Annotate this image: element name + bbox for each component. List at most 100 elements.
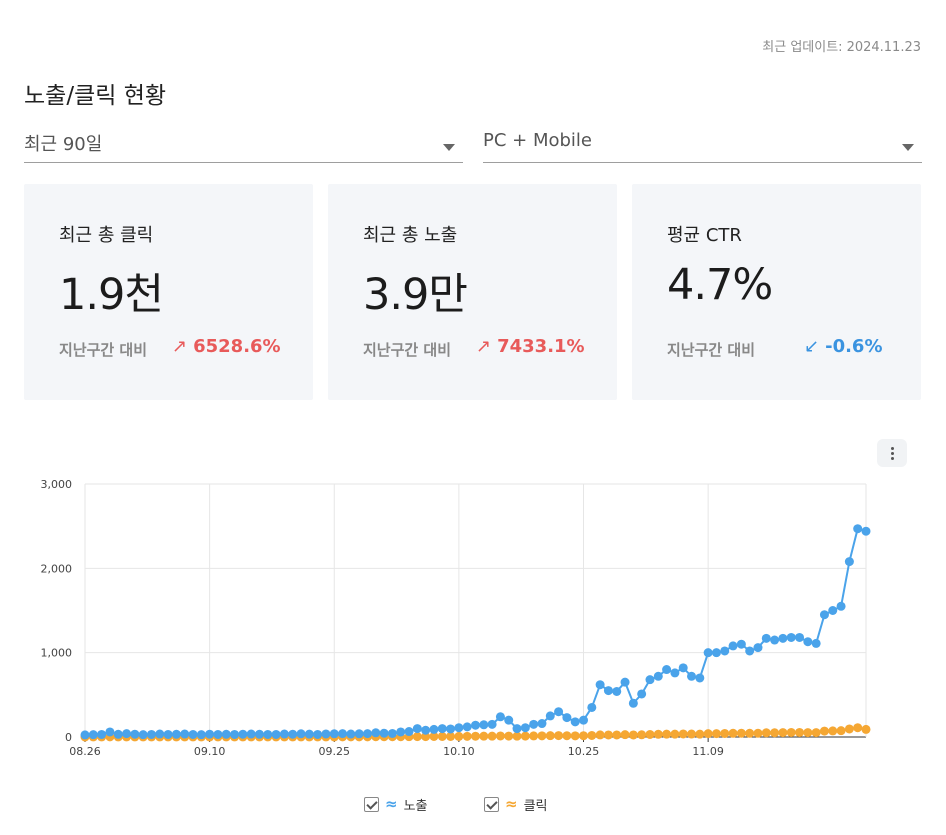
x-tick-label: 10.10 [443,745,475,758]
data-point [146,729,156,739]
data-point [570,717,580,727]
data-point [495,712,505,722]
data-point [720,646,730,656]
data-point [637,730,647,740]
data-point [761,633,771,643]
data-point [579,731,589,741]
data-point [230,729,240,739]
data-point [803,637,813,647]
data-point [520,723,530,733]
last-updated: 최근 업데이트: 2024.11.23 [762,36,921,55]
data-point [479,720,489,730]
data-point [421,725,431,735]
data-point [728,641,738,651]
data-point [778,728,788,738]
data-point [637,689,647,699]
device-select[interactable]: PC + Mobile [483,127,922,163]
data-point [271,729,281,739]
data-point [844,557,854,567]
data-point [529,731,539,741]
data-point [421,732,431,742]
data-point [803,728,813,738]
data-point [612,686,622,696]
data-point [587,730,597,740]
y-tick-label: 3,000 [41,478,73,491]
data-point [446,724,456,734]
data-point [80,730,90,740]
stat-card-value: 1.9천 [59,270,164,320]
data-point [745,728,755,738]
data-point [238,729,248,739]
data-point [196,730,206,740]
data-point [105,727,115,737]
data-point [695,673,705,683]
data-point [653,729,663,739]
data-point [670,668,680,678]
last-updated-value: 2024.11.23 [846,40,921,55]
data-point [554,731,564,741]
data-point [379,728,389,738]
stat-card-value: 3.9만 [363,270,468,320]
data-point [819,610,829,620]
data-point [404,727,414,737]
data-point [504,731,514,741]
arrow-up-right-icon: ↗ [172,336,188,357]
data-point [346,729,356,739]
data-point [138,730,148,740]
line-chart: 0 1,000 2,000 3,000 08.26 09.10 09.25 10.10 10.2… [41,478,871,758]
data-point [645,675,655,685]
stat-card-label: 평균 CTR [667,225,742,246]
data-point [288,729,298,739]
stat-card-delta-value: 6528.6% [193,336,281,357]
data-point [628,730,638,740]
data-point [362,729,372,739]
data-point [603,730,613,740]
chart-menu-button[interactable] [877,439,907,467]
data-point [753,643,763,653]
data-point [537,719,547,729]
data-point [678,663,688,673]
arrow-up-right-icon: ↗ [476,336,492,357]
legend-item-impressions[interactable]: ≈ 노출 [364,793,428,815]
x-tick-label: 09.25 [319,745,351,758]
x-tick-label: 10.25 [568,745,600,758]
stat-card-delta: ↙ -0.6% [804,336,883,357]
data-point [487,731,497,741]
wave-icon: ≈ [385,795,398,813]
data-point [429,731,439,741]
data-point [437,724,447,734]
data-point [828,606,838,615]
wave-icon: ≈ [505,795,518,813]
data-point [770,728,780,738]
data-point [321,729,331,739]
data-point [670,729,680,739]
data-point [678,729,688,739]
more-vertical-icon-dot [891,457,894,460]
data-point [304,729,314,739]
data-point [786,632,796,642]
checkbox-icon[interactable] [364,796,379,812]
data-point [446,731,456,741]
data-point [770,635,780,645]
data-point [520,731,530,741]
data-point [545,731,555,741]
data-point [205,729,215,739]
data-point [778,633,788,643]
data-point [429,724,439,734]
stat-card-delta-value: 7433.1% [497,336,585,357]
more-vertical-icon-dot [891,447,894,450]
data-point [736,639,746,649]
stat-card-label: 최근 총 클릭 [59,225,154,246]
data-point [786,727,796,737]
checkbox-icon[interactable] [484,796,499,812]
legend-item-clicks[interactable]: ≈ 클릭 [484,793,548,815]
x-tick-label: 11.09 [692,745,724,758]
data-point [545,711,555,721]
arrow-down-left-icon: ↙ [804,336,820,357]
stat-card-delta: ↗ 6528.6% [172,336,281,357]
data-point [246,729,256,739]
data-point [479,731,489,741]
data-point [163,729,173,739]
period-select[interactable]: 최근 90일 [24,127,463,163]
data-point [795,632,805,642]
